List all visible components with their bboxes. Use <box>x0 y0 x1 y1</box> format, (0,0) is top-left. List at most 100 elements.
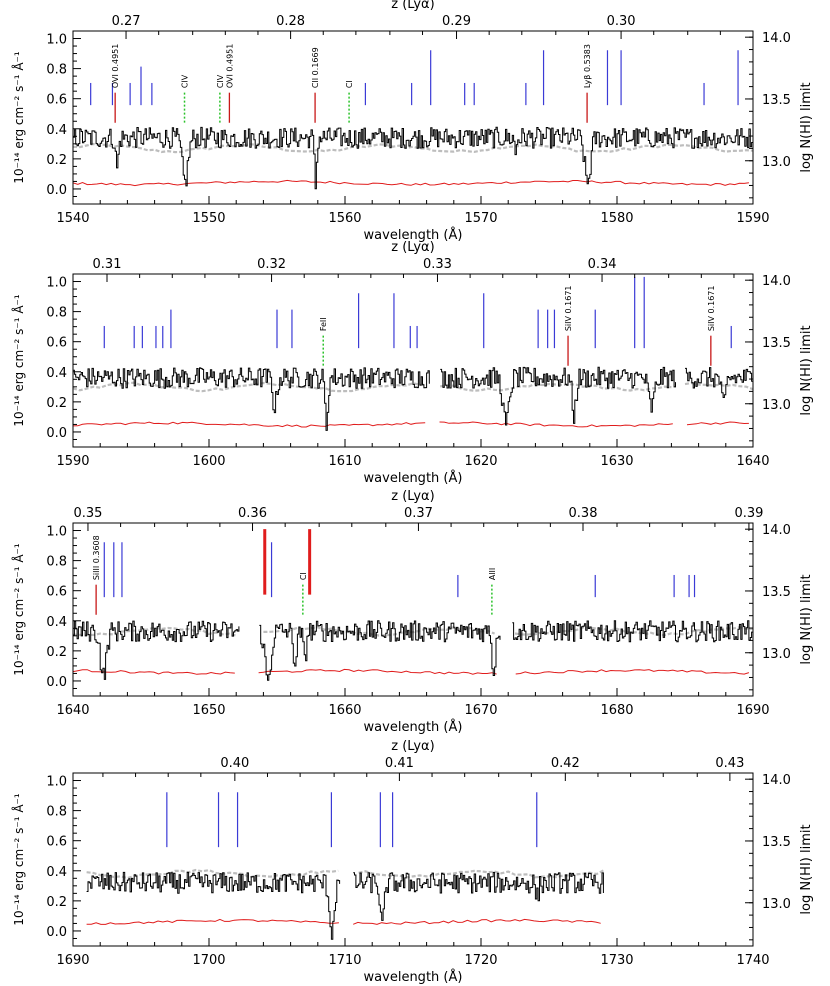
x-tick-label: 1610 <box>328 454 361 469</box>
plot-area: FeII SiIV 0.1671 SiIV 0.1671 <box>73 276 753 431</box>
continuum-line <box>73 381 753 393</box>
x-tick-label: 1690 <box>56 953 89 968</box>
error-spectrum <box>73 179 749 187</box>
metal-line-label: CIV <box>216 74 225 88</box>
x-tick-label: 1560 <box>328 211 361 226</box>
y-tick-label: 0.2 <box>46 645 67 660</box>
z-tick-label: 0.34 <box>588 257 617 272</box>
z-tick-label: 0.37 <box>404 506 433 521</box>
x-tick-label: 1670 <box>464 703 497 718</box>
right-y-tick-label: 13.0 <box>762 155 791 170</box>
y-tick-label: 0.4 <box>46 615 67 630</box>
metal-line-label: OVI 0.4951 <box>225 44 234 89</box>
x-tick-label: 1660 <box>328 703 361 718</box>
right-y-tick-label: 13.5 <box>762 585 791 600</box>
y-tick-label: 0.2 <box>46 153 67 168</box>
right-y-tick-label: 13.5 <box>762 835 791 850</box>
panel-2: FeII SiIV 0.1671 SiIV 0.1671 1590 1600 1610 16… <box>11 240 814 486</box>
y-axis-label: 10⁻¹⁴ erg cm⁻² s⁻¹ Å⁻¹ <box>11 294 26 427</box>
metal-line-label: CI <box>345 80 354 88</box>
error-spectrum <box>73 668 750 675</box>
right-y-axis-label: log N(HI) limit <box>799 325 814 415</box>
y-tick-label: 0.8 <box>46 63 67 78</box>
metal-line-label: FeII <box>319 317 328 331</box>
axes-frame <box>72 273 754 448</box>
y-tick-label: 1.0 <box>46 33 67 48</box>
right-y-tick-label: 14.0 <box>762 274 791 289</box>
x-axis-label: wavelength (Å) <box>364 719 463 735</box>
x-tick-label: 1620 <box>464 454 497 469</box>
y-tick-label: 0.6 <box>46 336 67 351</box>
z-tick-label: 0.42 <box>551 756 580 771</box>
right-y-tick-label: 13.0 <box>762 897 791 912</box>
y-tick-label: 0.0 <box>46 426 67 441</box>
panel-3: SiIII 0.3608 CI AlII 1640 1650 1660 1670 1680 16… <box>11 489 814 735</box>
plot-area <box>86 792 604 940</box>
flux-spectrum <box>73 126 753 190</box>
x-tick-label: 1590 <box>56 454 89 469</box>
y-tick-label: 0.0 <box>46 925 67 940</box>
top-axis-label: z (Lyα) <box>391 739 434 754</box>
y-tick-label: 0.4 <box>46 123 67 138</box>
x-tick-label: 1710 <box>328 953 361 968</box>
z-tick-label: 0.32 <box>257 257 286 272</box>
z-tick-label: 0.38 <box>569 506 598 521</box>
flux-spectrum <box>73 366 753 431</box>
z-tick-label: 0.28 <box>276 14 305 29</box>
z-tick-label: 0.29 <box>442 14 471 29</box>
right-y-axis-label: log N(HI) limit <box>799 824 814 914</box>
y-tick-label: 1.0 <box>46 276 67 291</box>
top-axis-label: z (Lyα) <box>391 489 434 504</box>
y-axis-label: 10⁻¹⁴ erg cm⁻² s⁻¹ Å⁻¹ <box>11 51 26 184</box>
y-tick-label: 0.4 <box>46 366 67 381</box>
metal-line-label: SiIV 0.1671 <box>707 285 716 331</box>
continuum-line <box>73 142 753 154</box>
y-tick-label: 1.0 <box>46 525 67 540</box>
right-y-tick-label: 14.0 <box>762 31 791 46</box>
y-tick-label: 1.0 <box>46 775 67 790</box>
x-tick-label: 1540 <box>56 211 89 226</box>
x-tick-label: 1630 <box>600 454 633 469</box>
right-y-tick-label: 13.5 <box>762 93 791 108</box>
right-y-tick-label: 13.0 <box>762 647 791 662</box>
x-tick-label: 1680 <box>600 703 633 718</box>
x-tick-label: 1640 <box>56 703 89 718</box>
y-tick-label: 0.6 <box>46 835 67 850</box>
x-tick-label: 1690 <box>736 703 769 718</box>
x-axis-label: wavelength (Å) <box>364 470 463 486</box>
x-tick-label: 1700 <box>192 953 225 968</box>
panel-1: OVI 0.4951 CIV CIV OVI 0.4951 CII 0.1669 CI Ly… <box>11 0 814 243</box>
x-tick-label: 1640 <box>736 454 769 469</box>
metal-line-label: CIV <box>181 74 190 88</box>
right-y-tick-label: 13.0 <box>762 398 791 413</box>
z-tick-label: 0.39 <box>734 506 763 521</box>
y-tick-label: 0.2 <box>46 895 67 910</box>
x-axis-label: wavelength (Å) <box>364 969 463 985</box>
metal-line-label: Lyβ 0.5383 <box>583 44 592 88</box>
x-tick-label: 1730 <box>600 953 633 968</box>
metal-line-label: SiIII 0.3608 <box>92 535 101 580</box>
axes-frame <box>72 772 754 947</box>
x-tick-label: 1550 <box>192 211 225 226</box>
flux-spectrum <box>73 620 753 681</box>
z-tick-label: 0.36 <box>238 506 267 521</box>
y-axis-label: 10⁻¹⁴ erg cm⁻² s⁻¹ Å⁻¹ <box>11 793 26 926</box>
z-tick-label: 0.33 <box>423 257 452 272</box>
error-spectrum <box>73 421 749 428</box>
z-tick-label: 0.27 <box>112 14 141 29</box>
error-spectrum <box>86 918 601 925</box>
x-tick-label: 1650 <box>192 703 225 718</box>
right-y-tick-label: 14.0 <box>762 773 791 788</box>
axes-frame <box>72 522 754 697</box>
plot-area: SiIII 0.3608 CI AlII <box>73 529 753 681</box>
x-tick-label: 1600 <box>192 454 225 469</box>
x-axis-label: wavelength (Å) <box>364 227 463 243</box>
top-axis-label: z (Lyα) <box>391 240 434 255</box>
z-tick-label: 0.35 <box>73 506 102 521</box>
z-tick-label: 0.31 <box>93 257 122 272</box>
right-y-axis-label: log N(HI) limit <box>799 574 814 664</box>
right-y-tick-label: 14.0 <box>762 523 791 538</box>
right-y-tick-label: 13.5 <box>762 336 791 351</box>
metal-line-label: CI <box>299 572 308 580</box>
